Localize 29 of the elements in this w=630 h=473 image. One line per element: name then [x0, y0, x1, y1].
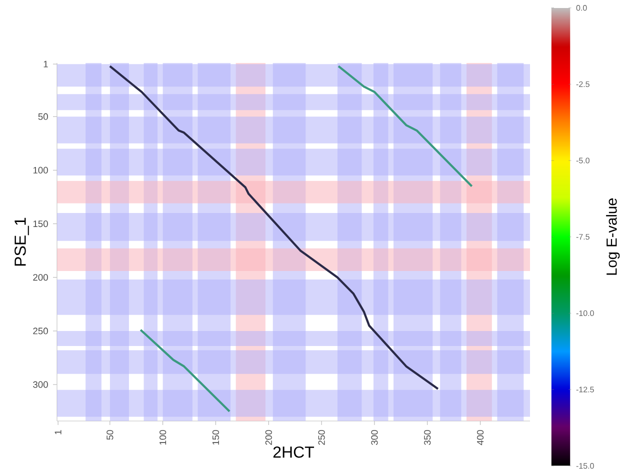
- color-bar-label: -12.5: [576, 386, 594, 392]
- x-tick-label: 250: [318, 430, 325, 445]
- x-tick-label: 400: [476, 430, 484, 446]
- y-tick-label: 200: [33, 274, 48, 281]
- line-series: [337, 65, 473, 188]
- y-tick-label: 100: [33, 166, 48, 174]
- y-axis-title: PSE_1: [14, 218, 29, 266]
- x-tick-label: 300: [371, 430, 378, 445]
- color-bar-label: -10.0: [576, 310, 594, 316]
- y-tick-label: 50: [38, 113, 48, 120]
- x-axis-title: 2HCT: [273, 446, 314, 458]
- color-bar-label: -15.0: [576, 462, 594, 469]
- x-tick-label: 50: [106, 430, 114, 440]
- y-tick-label: 150: [33, 220, 48, 228]
- color-bar-label: -2.5: [576, 81, 590, 87]
- x-tick-label: 1: [54, 430, 62, 434]
- x-tick-label: 350: [424, 430, 431, 445]
- color-bar-label: -7.5: [576, 234, 590, 240]
- x-tick-label: 100: [160, 430, 166, 445]
- line-series: [140, 328, 231, 412]
- line-series: [108, 65, 440, 390]
- color-bar-title: Log E-value: [606, 198, 620, 275]
- color-bar-label: 0.0: [576, 4, 587, 11]
- color-bar-label: -5.0: [576, 158, 590, 164]
- y-tick-label: 250: [33, 328, 48, 334]
- x-tick-label: 150: [212, 430, 220, 445]
- y-tick-label: 1: [44, 60, 48, 68]
- x-tick-label: 200: [265, 430, 272, 445]
- y-tick-label: 300: [33, 381, 48, 388]
